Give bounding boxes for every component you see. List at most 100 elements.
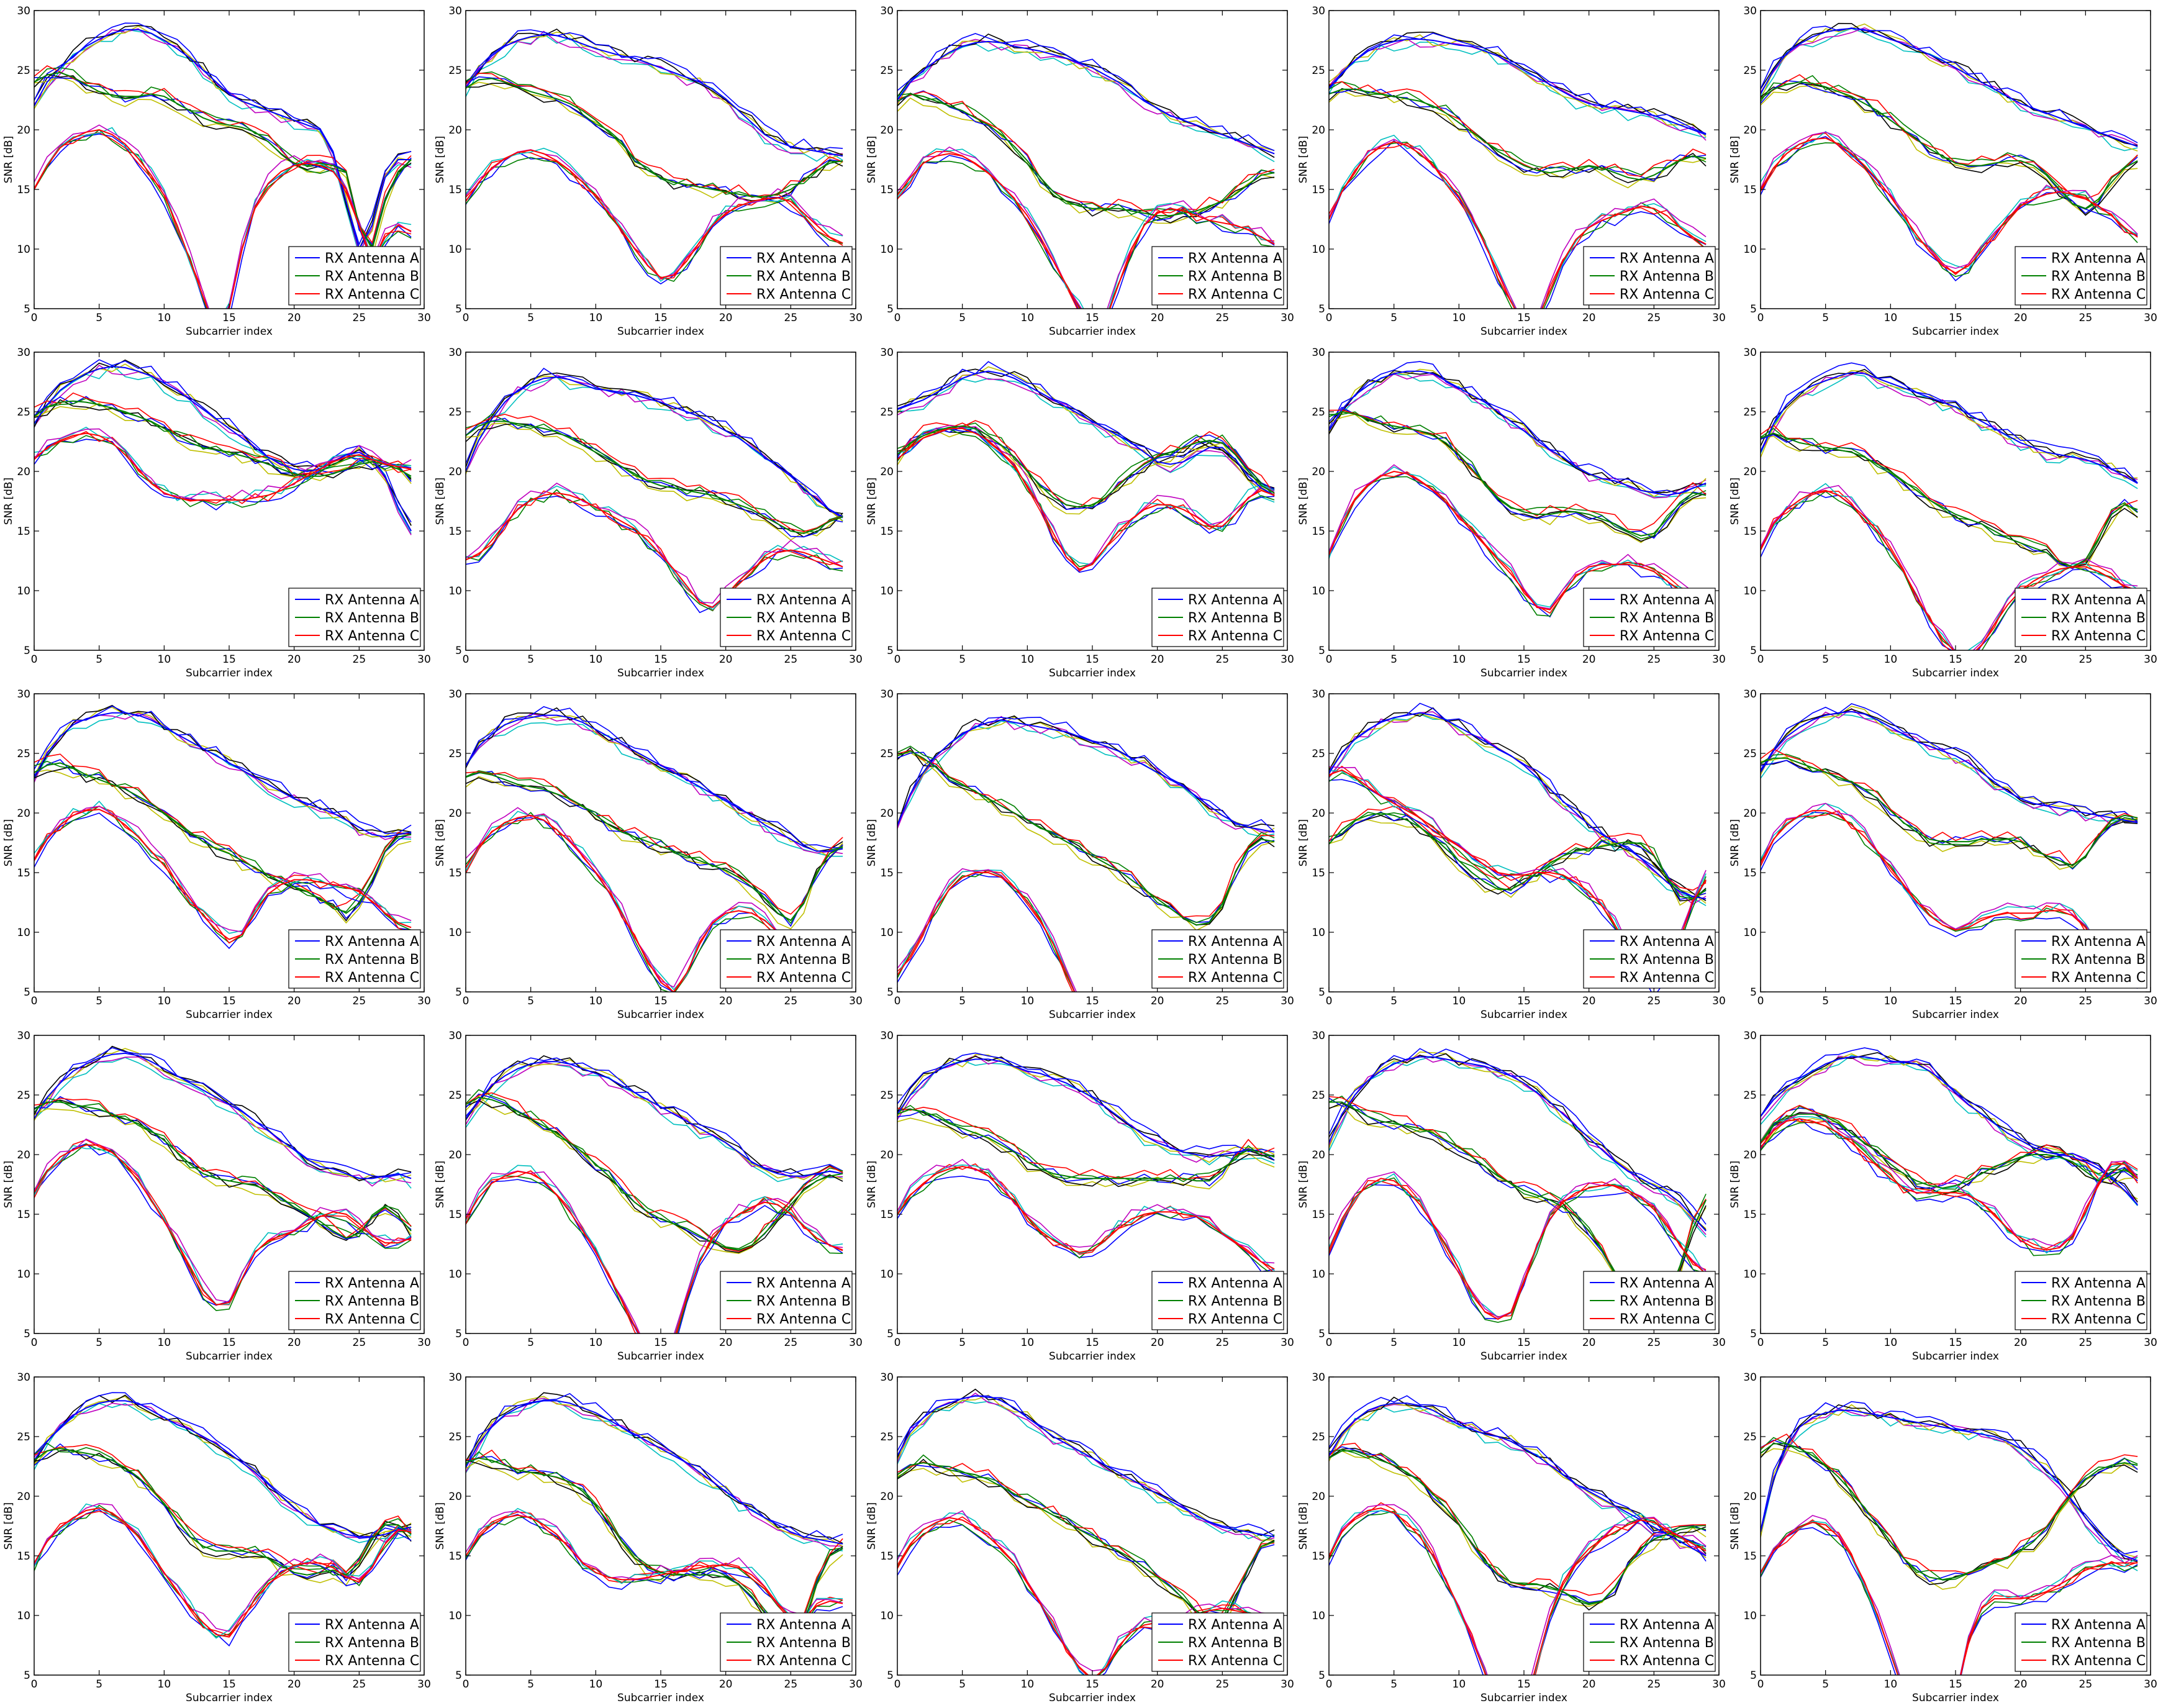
series-line-1 bbox=[1329, 1402, 1707, 1556]
series-line-3 bbox=[466, 1514, 843, 1619]
y-tick-label: 5 bbox=[24, 303, 30, 316]
legend-entry-label: RX Antenna C bbox=[1188, 629, 1282, 644]
legend-entry-label: RX Antenna B bbox=[756, 611, 851, 626]
y-tick-label: 30 bbox=[1743, 347, 1757, 359]
legend-entry-label: RX Antenna B bbox=[1620, 1294, 1714, 1309]
variant-line bbox=[897, 422, 1275, 572]
x-tick-label: 25 bbox=[1216, 653, 1230, 666]
legend-entry-label: RX Antenna B bbox=[325, 269, 419, 284]
x-tick-label: 5 bbox=[527, 312, 534, 324]
series-line-3 bbox=[897, 427, 1275, 570]
series-line-2 bbox=[1329, 812, 1707, 900]
variant-line bbox=[466, 1055, 843, 1176]
y-tick-label: 30 bbox=[880, 1030, 894, 1042]
x-tick-label: 10 bbox=[1884, 653, 1898, 666]
y-tick-label: 25 bbox=[1743, 406, 1757, 419]
plot-area bbox=[466, 1392, 843, 1642]
x-axis-label: Subcarrier index bbox=[1049, 1692, 1136, 1704]
y-tick-label: 30 bbox=[1312, 1371, 1325, 1384]
series-line-1 bbox=[1329, 712, 1707, 900]
series-line-2 bbox=[897, 1108, 1275, 1182]
y-tick-label: 5 bbox=[1318, 303, 1325, 316]
x-tick-label: 5 bbox=[1822, 1678, 1829, 1691]
y-axis-label: SNR [dB] bbox=[1297, 1502, 1310, 1550]
legend: RX Antenna A RX Antenna B RX Antenna C bbox=[288, 1612, 421, 1672]
series-line-1 bbox=[1761, 1056, 2138, 1206]
x-tick-label: 20 bbox=[1151, 312, 1164, 324]
legend-entry-label: RX Antenna C bbox=[2051, 1312, 2146, 1327]
series-line-3 bbox=[466, 1170, 843, 1333]
variant-line bbox=[897, 1461, 1275, 1622]
variant-line bbox=[897, 715, 1275, 829]
variant-line bbox=[897, 1055, 1275, 1161]
x-axis-label: Subcarrier index bbox=[1912, 325, 1999, 338]
y-tick-label: 5 bbox=[1750, 303, 1757, 316]
series-line-1 bbox=[897, 40, 1275, 155]
y-tick-label: 5 bbox=[1318, 645, 1325, 657]
variant-line bbox=[1761, 483, 2138, 650]
variant-line bbox=[1761, 1114, 2138, 1250]
variant-line bbox=[34, 359, 412, 526]
legend-entry-label: RX Antenna A bbox=[756, 934, 851, 950]
y-axis-label: SNR [dB] bbox=[434, 1502, 447, 1550]
legend-entry-label: RX Antenna A bbox=[1188, 1617, 1282, 1633]
y-tick-label: 10 bbox=[1312, 585, 1325, 597]
x-tick-label: 30 bbox=[1281, 1678, 1294, 1691]
x-tick-label: 5 bbox=[527, 1678, 534, 1691]
variant-line bbox=[466, 28, 843, 156]
x-tick-label: 30 bbox=[849, 1678, 863, 1691]
legend-entry-label: RX Antenna C bbox=[2051, 970, 2146, 986]
x-tick-label: 20 bbox=[288, 995, 301, 1007]
x-tick-label: 10 bbox=[158, 1337, 171, 1349]
series-line-2 bbox=[1761, 432, 2138, 568]
variant-line bbox=[34, 801, 412, 934]
series-line-2 bbox=[1329, 88, 1707, 181]
legend-entry-label: RX Antenna B bbox=[325, 952, 419, 968]
variant-line bbox=[34, 402, 412, 484]
x-tick-label: 30 bbox=[1281, 1337, 1294, 1349]
x-tick-label: 15 bbox=[1949, 1337, 1962, 1349]
y-tick-label: 25 bbox=[1743, 1431, 1757, 1443]
variant-line bbox=[1329, 406, 1707, 539]
x-tick-label: 30 bbox=[417, 995, 431, 1007]
x-tick-label: 15 bbox=[1086, 312, 1099, 324]
y-tick-label: 15 bbox=[1312, 184, 1325, 196]
y-tick-label: 15 bbox=[1743, 525, 1757, 538]
series-line-3 bbox=[1329, 1178, 1707, 1320]
variant-line bbox=[897, 750, 1275, 918]
plot-area bbox=[897, 1052, 1275, 1277]
variant-line bbox=[466, 1175, 843, 1333]
x-tick-label: 20 bbox=[1151, 995, 1164, 1007]
variant-line bbox=[897, 1052, 1275, 1153]
x-tick-label: 10 bbox=[589, 995, 603, 1007]
series-line-1 bbox=[34, 29, 412, 251]
variant-line bbox=[34, 435, 412, 508]
legend-entry-label: RX Antenna B bbox=[756, 269, 851, 284]
legend-entry-label: RX Antenna A bbox=[2051, 593, 2146, 608]
x-tick-label: 25 bbox=[2079, 653, 2093, 666]
variant-line bbox=[34, 1097, 412, 1238]
x-tick-label: 20 bbox=[1151, 1678, 1164, 1691]
y-tick-label: 5 bbox=[455, 1328, 462, 1340]
y-tick-label: 20 bbox=[17, 1149, 30, 1161]
y-tick-label: 25 bbox=[1312, 1431, 1325, 1443]
y-tick-label: 30 bbox=[1743, 5, 1757, 17]
series-line-1 bbox=[466, 1061, 843, 1177]
variant-line bbox=[1761, 373, 2138, 489]
series-line-1 bbox=[897, 1058, 1275, 1158]
variant-line bbox=[1761, 484, 2138, 650]
x-tick-label: 15 bbox=[654, 1678, 668, 1691]
legend-entry-label: RX Antenna B bbox=[756, 1635, 851, 1651]
x-tick-label: 15 bbox=[1517, 995, 1531, 1007]
plot-area bbox=[1329, 361, 1707, 618]
y-tick-label: 15 bbox=[1743, 867, 1757, 879]
legend-entry-label: RX Antenna C bbox=[2051, 629, 2146, 644]
y-tick-label: 25 bbox=[448, 748, 462, 760]
series-line-2 bbox=[34, 400, 412, 477]
variant-line bbox=[1761, 812, 2138, 989]
y-tick-label: 30 bbox=[1312, 1030, 1325, 1042]
y-tick-label: 20 bbox=[17, 1491, 30, 1503]
y-tick-label: 25 bbox=[17, 1089, 30, 1102]
